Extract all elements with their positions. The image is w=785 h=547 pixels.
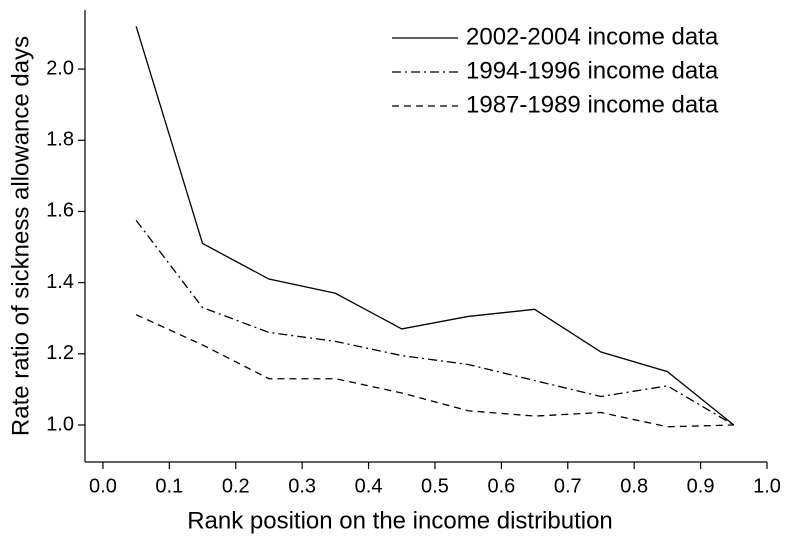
y-tick-label: 1.4 [46, 271, 74, 293]
y-tick-label: 1.6 [46, 200, 74, 222]
legend-label: 1987-1989 income data [466, 91, 719, 118]
legend-label: 1994-1996 income data [466, 57, 719, 84]
y-tick-label: 1.8 [46, 129, 74, 151]
x-tick-label: 0.0 [89, 475, 117, 497]
x-tick-label: 0.4 [355, 475, 383, 497]
x-tick-label: 0.2 [222, 475, 250, 497]
y-tick-label: 2.0 [46, 57, 74, 79]
x-tick-label: 1.0 [753, 475, 781, 497]
x-tick-label: 0.9 [687, 475, 715, 497]
x-tick-label: 0.7 [554, 475, 582, 497]
series-line [135, 26, 735, 426]
x-tick-label: 0.5 [421, 475, 449, 497]
legend-label: 2002-2004 income data [466, 23, 719, 50]
x-tick-label: 0.6 [487, 475, 515, 497]
series-line [135, 219, 735, 426]
x-axis-label: Rank position on the income distribution [187, 507, 613, 534]
y-tick-label: 1.2 [46, 342, 74, 364]
x-tick-label: 0.8 [620, 475, 648, 497]
series-line [135, 314, 734, 428]
y-axis-label: Rate ratio of sickness allowance days [7, 36, 34, 436]
x-tick-label: 0.1 [155, 475, 183, 497]
y-tick-label: 1.0 [46, 413, 74, 435]
x-tick-label: 0.3 [288, 475, 316, 497]
